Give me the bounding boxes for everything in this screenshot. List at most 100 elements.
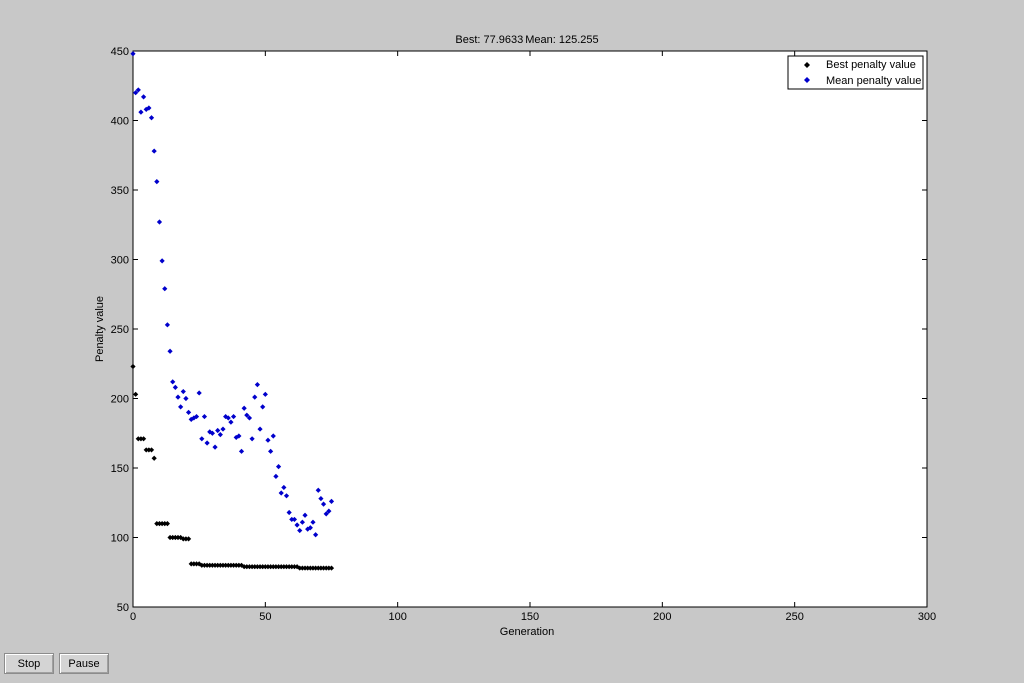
mean-penalty-point bbox=[188, 416, 194, 422]
best-penalty-point bbox=[185, 536, 192, 542]
best-penalty-point bbox=[299, 565, 305, 571]
mean-penalty-point bbox=[164, 322, 171, 328]
mean-penalty-point bbox=[299, 519, 305, 525]
x-tick-label: 50 bbox=[259, 611, 271, 623]
best-penalty-point bbox=[236, 562, 242, 568]
best-penalty-point bbox=[201, 562, 208, 568]
mean-penalty-point bbox=[291, 516, 298, 523]
stop-button[interactable]: Stop bbox=[4, 653, 54, 674]
best-penalty-point bbox=[252, 564, 258, 570]
mean-penalty-point bbox=[178, 404, 184, 410]
mean-penalty-point bbox=[315, 487, 321, 493]
best-penalty-point bbox=[191, 561, 197, 567]
mean-penalty-point bbox=[310, 519, 316, 525]
y-tick-label: 450 bbox=[111, 46, 129, 58]
best-penalty-point bbox=[244, 564, 250, 570]
y-axis-label: Penalty value bbox=[94, 296, 106, 362]
mean-penalty-point bbox=[254, 382, 260, 388]
mean-penalty-point bbox=[172, 384, 178, 390]
best-penalty-point bbox=[257, 564, 263, 570]
best-penalty-point bbox=[273, 564, 279, 570]
best-penalty-point bbox=[228, 562, 234, 568]
best-penalty-point bbox=[246, 564, 253, 570]
x-tick-label: 200 bbox=[653, 611, 671, 623]
best-penalty-point bbox=[297, 565, 303, 571]
best-penalty-point bbox=[254, 564, 260, 570]
mean-penalty-point bbox=[236, 433, 242, 439]
best-penalty-point bbox=[302, 565, 308, 571]
mean-penalty-point bbox=[207, 429, 213, 435]
legend-marker-mean bbox=[804, 77, 810, 83]
y-tick-label: 350 bbox=[111, 185, 129, 197]
best-penalty-point bbox=[193, 561, 200, 567]
best-penalty-point bbox=[249, 564, 255, 570]
best-penalty-point bbox=[310, 565, 316, 571]
axis-ticks: 0 50 100 150 200 250 3005010015020025030035040… bbox=[111, 46, 937, 623]
mean-penalty-point bbox=[225, 415, 231, 421]
mean-penalty-point bbox=[191, 415, 197, 421]
best-penalty-point bbox=[260, 564, 266, 570]
mean-penalty-point bbox=[260, 404, 266, 410]
mean-penalty-point bbox=[154, 179, 160, 185]
best-penalty-point bbox=[315, 565, 321, 571]
best-penalty-point bbox=[220, 562, 226, 568]
x-tick-label: 0 bbox=[130, 611, 136, 623]
mean-penalty-point bbox=[140, 94, 147, 100]
mean-penalty-point bbox=[320, 501, 327, 507]
mean-penalty-point bbox=[201, 413, 208, 420]
title-best: Best: 77.9633 bbox=[455, 34, 523, 46]
mean-penalty-point bbox=[151, 148, 157, 154]
mean-penalty-point bbox=[170, 379, 176, 385]
x-tick-label: 100 bbox=[388, 611, 406, 623]
best-penalty-point bbox=[305, 565, 311, 571]
mean-penalty-point bbox=[278, 490, 284, 496]
mean-penalty-point bbox=[281, 484, 287, 491]
legend-label-best: Best penalty value bbox=[826, 59, 916, 71]
mean-penalty-point bbox=[217, 432, 223, 438]
best-penalty-point bbox=[209, 562, 215, 568]
mean-penalty-point bbox=[159, 258, 165, 264]
best-penalty-point bbox=[172, 534, 178, 541]
best-penalty-point bbox=[143, 447, 149, 453]
mean-penalty-point bbox=[289, 516, 295, 523]
best-penalty-point bbox=[162, 521, 168, 527]
mean-penalty-point bbox=[162, 286, 168, 292]
best-penalty-point bbox=[151, 455, 157, 461]
best-penalty-point bbox=[238, 562, 245, 568]
data-points bbox=[130, 51, 335, 571]
mean-penalty-point bbox=[257, 426, 263, 432]
best-penalty-point bbox=[225, 562, 231, 568]
x-axis-label: Generation bbox=[500, 626, 554, 638]
best-penalty-point bbox=[318, 565, 324, 571]
mean-penalty-point bbox=[318, 495, 324, 502]
best-penalty-point bbox=[233, 562, 239, 568]
mean-penalty-point bbox=[146, 105, 152, 111]
best-penalty-point bbox=[199, 562, 205, 568]
best-penalty-point bbox=[326, 565, 332, 571]
best-penalty-point bbox=[159, 521, 165, 527]
mean-penalty-point bbox=[209, 430, 215, 436]
best-penalty-point bbox=[268, 564, 274, 570]
mean-penalty-point bbox=[265, 437, 271, 443]
best-penalty-point bbox=[289, 564, 295, 570]
mean-penalty-point bbox=[326, 508, 332, 514]
mean-penalty-point bbox=[228, 419, 234, 425]
legend-box bbox=[787, 55, 924, 90]
best-penalty-point bbox=[138, 436, 144, 442]
legend-marker-best bbox=[804, 62, 810, 68]
y-tick-label: 400 bbox=[111, 116, 129, 128]
y-tick-label: 300 bbox=[111, 255, 129, 267]
mean-penalty-point bbox=[302, 512, 308, 518]
x-tick-label: 250 bbox=[785, 611, 803, 623]
mean-penalty-point bbox=[180, 388, 186, 395]
best-penalty-point bbox=[148, 447, 155, 453]
best-penalty-point bbox=[133, 391, 139, 397]
pause-button[interactable]: Pause bbox=[59, 653, 109, 674]
mean-penalty-point bbox=[313, 532, 319, 538]
mean-penalty-point bbox=[249, 436, 255, 442]
best-penalty-point bbox=[170, 534, 176, 541]
best-penalty-point bbox=[323, 565, 329, 571]
mean-penalty-point bbox=[183, 395, 189, 402]
chart-title: Best: 77.9633 Mean: 125.255 bbox=[455, 34, 598, 46]
